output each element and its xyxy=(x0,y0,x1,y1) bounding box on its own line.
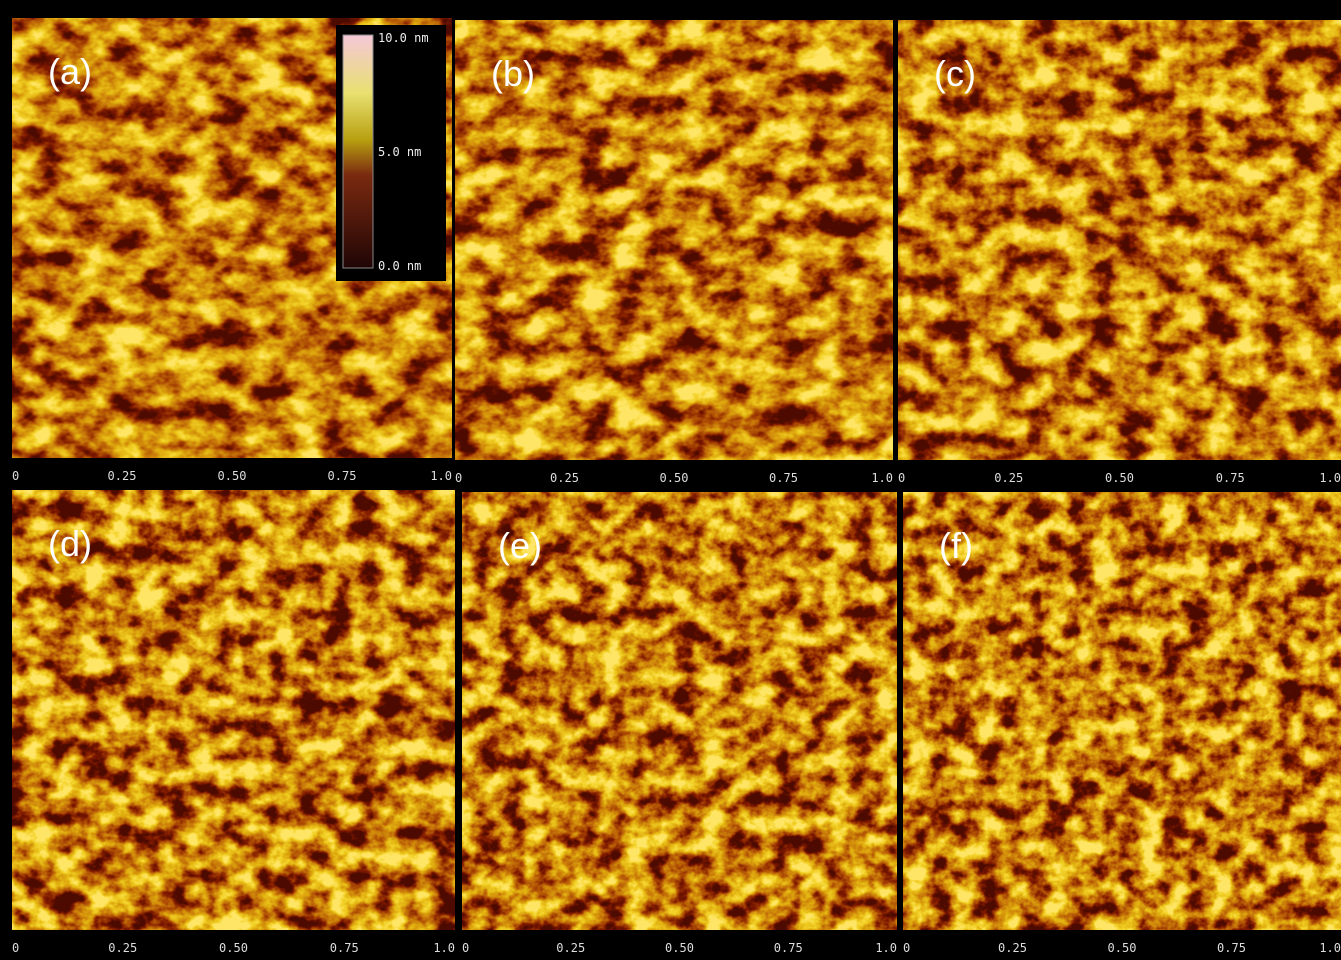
panel-label: (c) xyxy=(934,53,976,94)
panel-label: (a) xyxy=(48,51,92,92)
x-tick-label: 0.75 xyxy=(1217,941,1246,955)
afm-image xyxy=(898,20,1341,460)
x-tick-label: 0.25 xyxy=(998,941,1027,955)
x-tick-label: 1.0 xyxy=(875,941,897,955)
x-tick-label: 0.25 xyxy=(108,941,137,955)
x-tick-label: 0 xyxy=(12,469,19,483)
afm-image xyxy=(462,492,897,930)
x-tick-label: 0 xyxy=(12,941,19,955)
colorbar-label: 10.0 nm xyxy=(378,31,429,45)
x-tick-label: 0.75 xyxy=(1216,471,1245,485)
x-tick-label: 0.50 xyxy=(219,941,248,955)
x-tick-label: 0.75 xyxy=(769,471,798,485)
panel-label: (d) xyxy=(48,523,92,564)
x-tick-label: 0.50 xyxy=(218,469,247,483)
x-tick-label: 0 xyxy=(462,941,469,955)
x-tick-label: 0.50 xyxy=(660,471,689,485)
x-tick-label: 0.50 xyxy=(1105,471,1134,485)
x-tick-label: 1.0 xyxy=(433,941,455,955)
x-tick-label: 0.75 xyxy=(328,469,357,483)
x-tick-label: 0.75 xyxy=(774,941,803,955)
x-tick-label: 0.25 xyxy=(994,471,1023,485)
x-tick-label: 0.25 xyxy=(550,471,579,485)
colorbar xyxy=(342,34,374,269)
x-tick-label: 0.25 xyxy=(556,941,585,955)
x-tick-label: 0.75 xyxy=(330,941,359,955)
afm-image xyxy=(12,490,455,930)
colorbar-label: 0.0 nm xyxy=(378,259,421,273)
panel-label: (f) xyxy=(939,525,973,566)
panel-label: (b) xyxy=(491,53,535,94)
x-tick-label: 1.0 xyxy=(1319,941,1341,955)
x-tick-label: 1.0 xyxy=(871,471,893,485)
x-tick-label: 0.50 xyxy=(665,941,694,955)
panel-label: (e) xyxy=(498,525,542,566)
x-tick-label: 0.50 xyxy=(1108,941,1137,955)
x-tick-label: 0.25 xyxy=(108,469,137,483)
afm-image xyxy=(455,20,893,460)
x-tick-label: 0 xyxy=(903,941,910,955)
x-tick-label: 0 xyxy=(898,471,905,485)
x-tick-label: 1.0 xyxy=(430,469,452,483)
afm-image xyxy=(903,492,1341,930)
x-tick-label: 0 xyxy=(455,471,462,485)
x-tick-label: 1.0 xyxy=(1319,471,1341,485)
colorbar-label: 5.0 nm xyxy=(378,145,421,159)
